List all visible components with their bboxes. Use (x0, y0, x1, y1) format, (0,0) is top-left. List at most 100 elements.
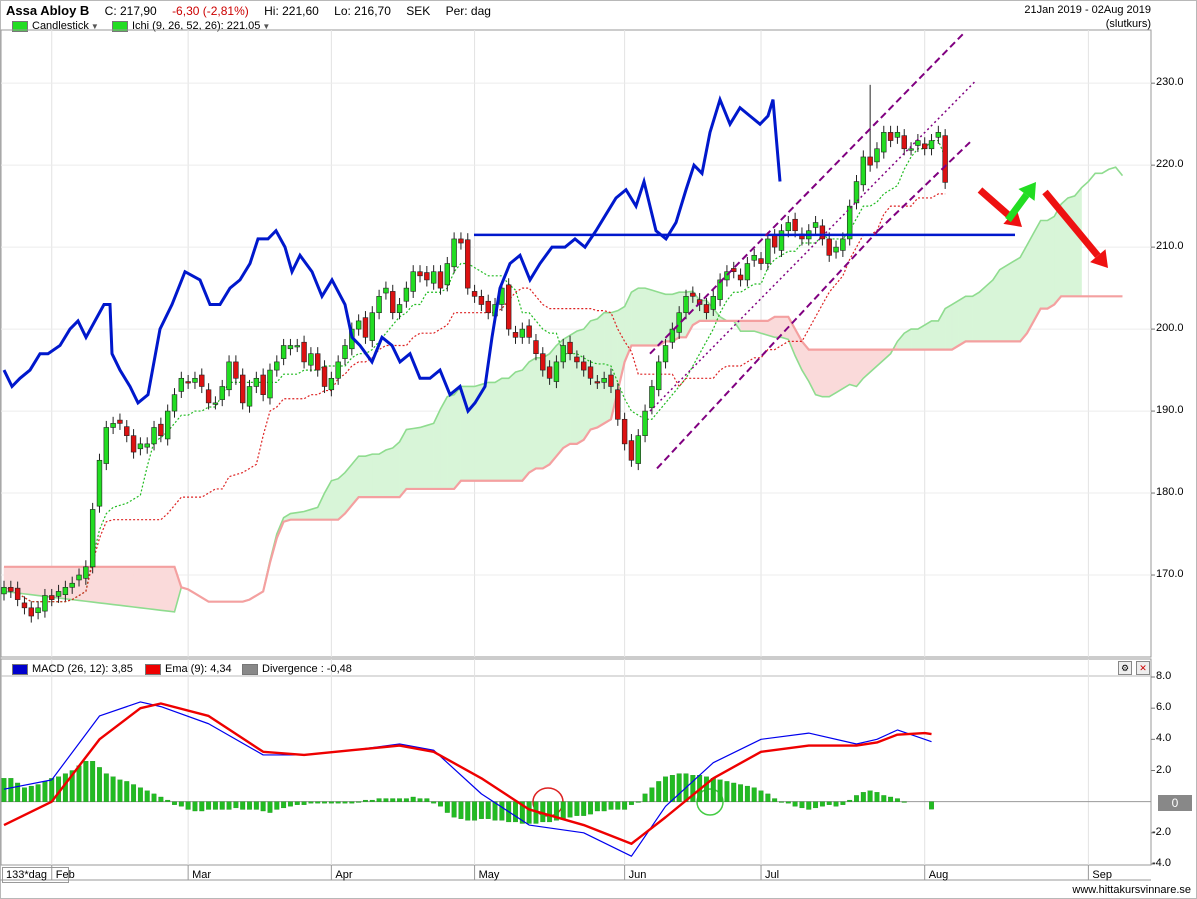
candle-bull (274, 361, 280, 371)
divergence-bar (342, 801, 348, 804)
divergence-bar (710, 778, 716, 802)
candle-bear (437, 271, 444, 289)
ichimoku-cloud-segment (944, 304, 953, 350)
divergence-bar (888, 796, 894, 802)
divergence-bar (635, 801, 641, 803)
divergence-bar (417, 798, 423, 802)
candle-bull (935, 132, 942, 138)
ichimoku-cloud-segment (501, 378, 509, 482)
candle-bull (376, 296, 382, 314)
candle-bull (219, 386, 225, 400)
divergence-bar (792, 801, 798, 807)
divergence-bar (274, 801, 280, 810)
divergence-bar (15, 782, 21, 802)
divergence-bar (172, 801, 177, 805)
legend-ichimoku[interactable]: Ichi (9, 26, 52, 26): 221.05 ▼ (112, 19, 270, 33)
candle-bear (28, 607, 34, 617)
candle-bull (226, 361, 232, 391)
divergence-bar (649, 787, 655, 802)
kijun-line (3, 193, 946, 603)
channel-upper (649, 33, 964, 355)
ichimoku-cloud-segment (412, 427, 421, 490)
chevron-down-icon[interactable]: ▼ (262, 21, 271, 31)
divergence-bar (151, 793, 157, 802)
candle-bull (137, 443, 144, 450)
divergence-bar (199, 801, 205, 812)
ichimoku-label: Ichi (9, 26, 52, 26): 221.05 (132, 20, 261, 32)
divergence-bar (253, 801, 259, 810)
divergence-bar (704, 776, 709, 802)
candle-bear (887, 132, 894, 141)
ichimoku-cloud-segment (999, 265, 1007, 342)
price-tick-label: 190.0 (1156, 404, 1184, 417)
candle-bear (130, 435, 137, 453)
candle-bull (144, 443, 150, 448)
divergence-bar (403, 798, 409, 802)
candle-bull (403, 287, 410, 302)
divergence-bar (799, 801, 805, 809)
divergence-bar (22, 787, 27, 802)
ichimoku-cloud-segment (1074, 187, 1082, 297)
settings-icon[interactable]: ⚙ (1118, 661, 1132, 675)
ichimoku-cloud-segment (358, 455, 366, 498)
candle-bear (240, 374, 246, 404)
candle-bear (315, 353, 321, 371)
divergence-bar (383, 798, 389, 802)
candle-bear (390, 291, 396, 314)
ichimoku-cloud-segment (31, 566, 39, 596)
ichimoku-cloud-segment (133, 566, 141, 609)
ichimoku-cloud-segment (140, 566, 148, 609)
period-count[interactable]: 133*dag (2, 867, 69, 883)
candle-bull (308, 353, 314, 366)
divergence-bar (594, 801, 600, 812)
month-label: Jul (765, 869, 780, 881)
ichimoku-cloud-segment (419, 425, 428, 490)
divergence-bar (287, 801, 293, 807)
candle-bull (860, 156, 867, 186)
divergence-bar (458, 801, 464, 819)
ichimoku-cloud-segment (481, 382, 489, 482)
candle-bear (533, 340, 539, 354)
divergence-bar (322, 801, 327, 804)
divergence-bar (158, 796, 164, 802)
ichimoku-cloud-segment (985, 279, 994, 342)
divergence-bar (881, 795, 887, 802)
ichimoku-cloud-segment (44, 566, 52, 598)
divergence-bar (233, 801, 239, 809)
divergence-bar (267, 801, 273, 813)
candle-bull (76, 574, 82, 581)
macd-panel (0, 658, 1152, 866)
legend-divergence: Divergence : -0,48 (242, 662, 352, 676)
candle-bear (505, 284, 512, 330)
candle-bull (649, 386, 655, 409)
candle-bull (812, 222, 819, 228)
macd-tick-label: 2.0 (1156, 763, 1172, 776)
candle-bear (362, 317, 369, 338)
candle-bull (710, 296, 716, 310)
ichimoku-swatch (112, 20, 128, 32)
divergence-bar (751, 787, 757, 802)
divergence-bar (219, 801, 225, 810)
close-icon[interactable]: ✕ (1136, 661, 1150, 675)
ichimoku-cloud-segment (1013, 256, 1021, 342)
date-range: 21Jan 2019 - 02Aug 2019 (1024, 4, 1151, 16)
candle-bull (778, 230, 785, 251)
divergence-bar (669, 775, 675, 802)
ichimoku-cloud-segment (515, 369, 523, 482)
chevron-down-icon[interactable]: ▼ (90, 21, 99, 31)
legend-candlestick[interactable]: Candlestick ▼ (12, 19, 99, 33)
month-label: May (478, 869, 500, 881)
divergence-bar (765, 793, 771, 802)
candle-bull (874, 148, 880, 163)
candle-bear (124, 426, 130, 436)
candle-bear (199, 374, 205, 387)
ichimoku-cloud-segment (331, 478, 339, 520)
divergence-bar (356, 801, 362, 803)
candle-bull (908, 148, 914, 151)
ichimoku-cloud-segment (992, 268, 1000, 342)
candle-bull (171, 394, 178, 412)
candle-bull (103, 427, 110, 464)
ichimoku-cloud-segment (365, 453, 373, 498)
divergence-bar (349, 801, 355, 804)
divergence-bar (581, 801, 587, 816)
